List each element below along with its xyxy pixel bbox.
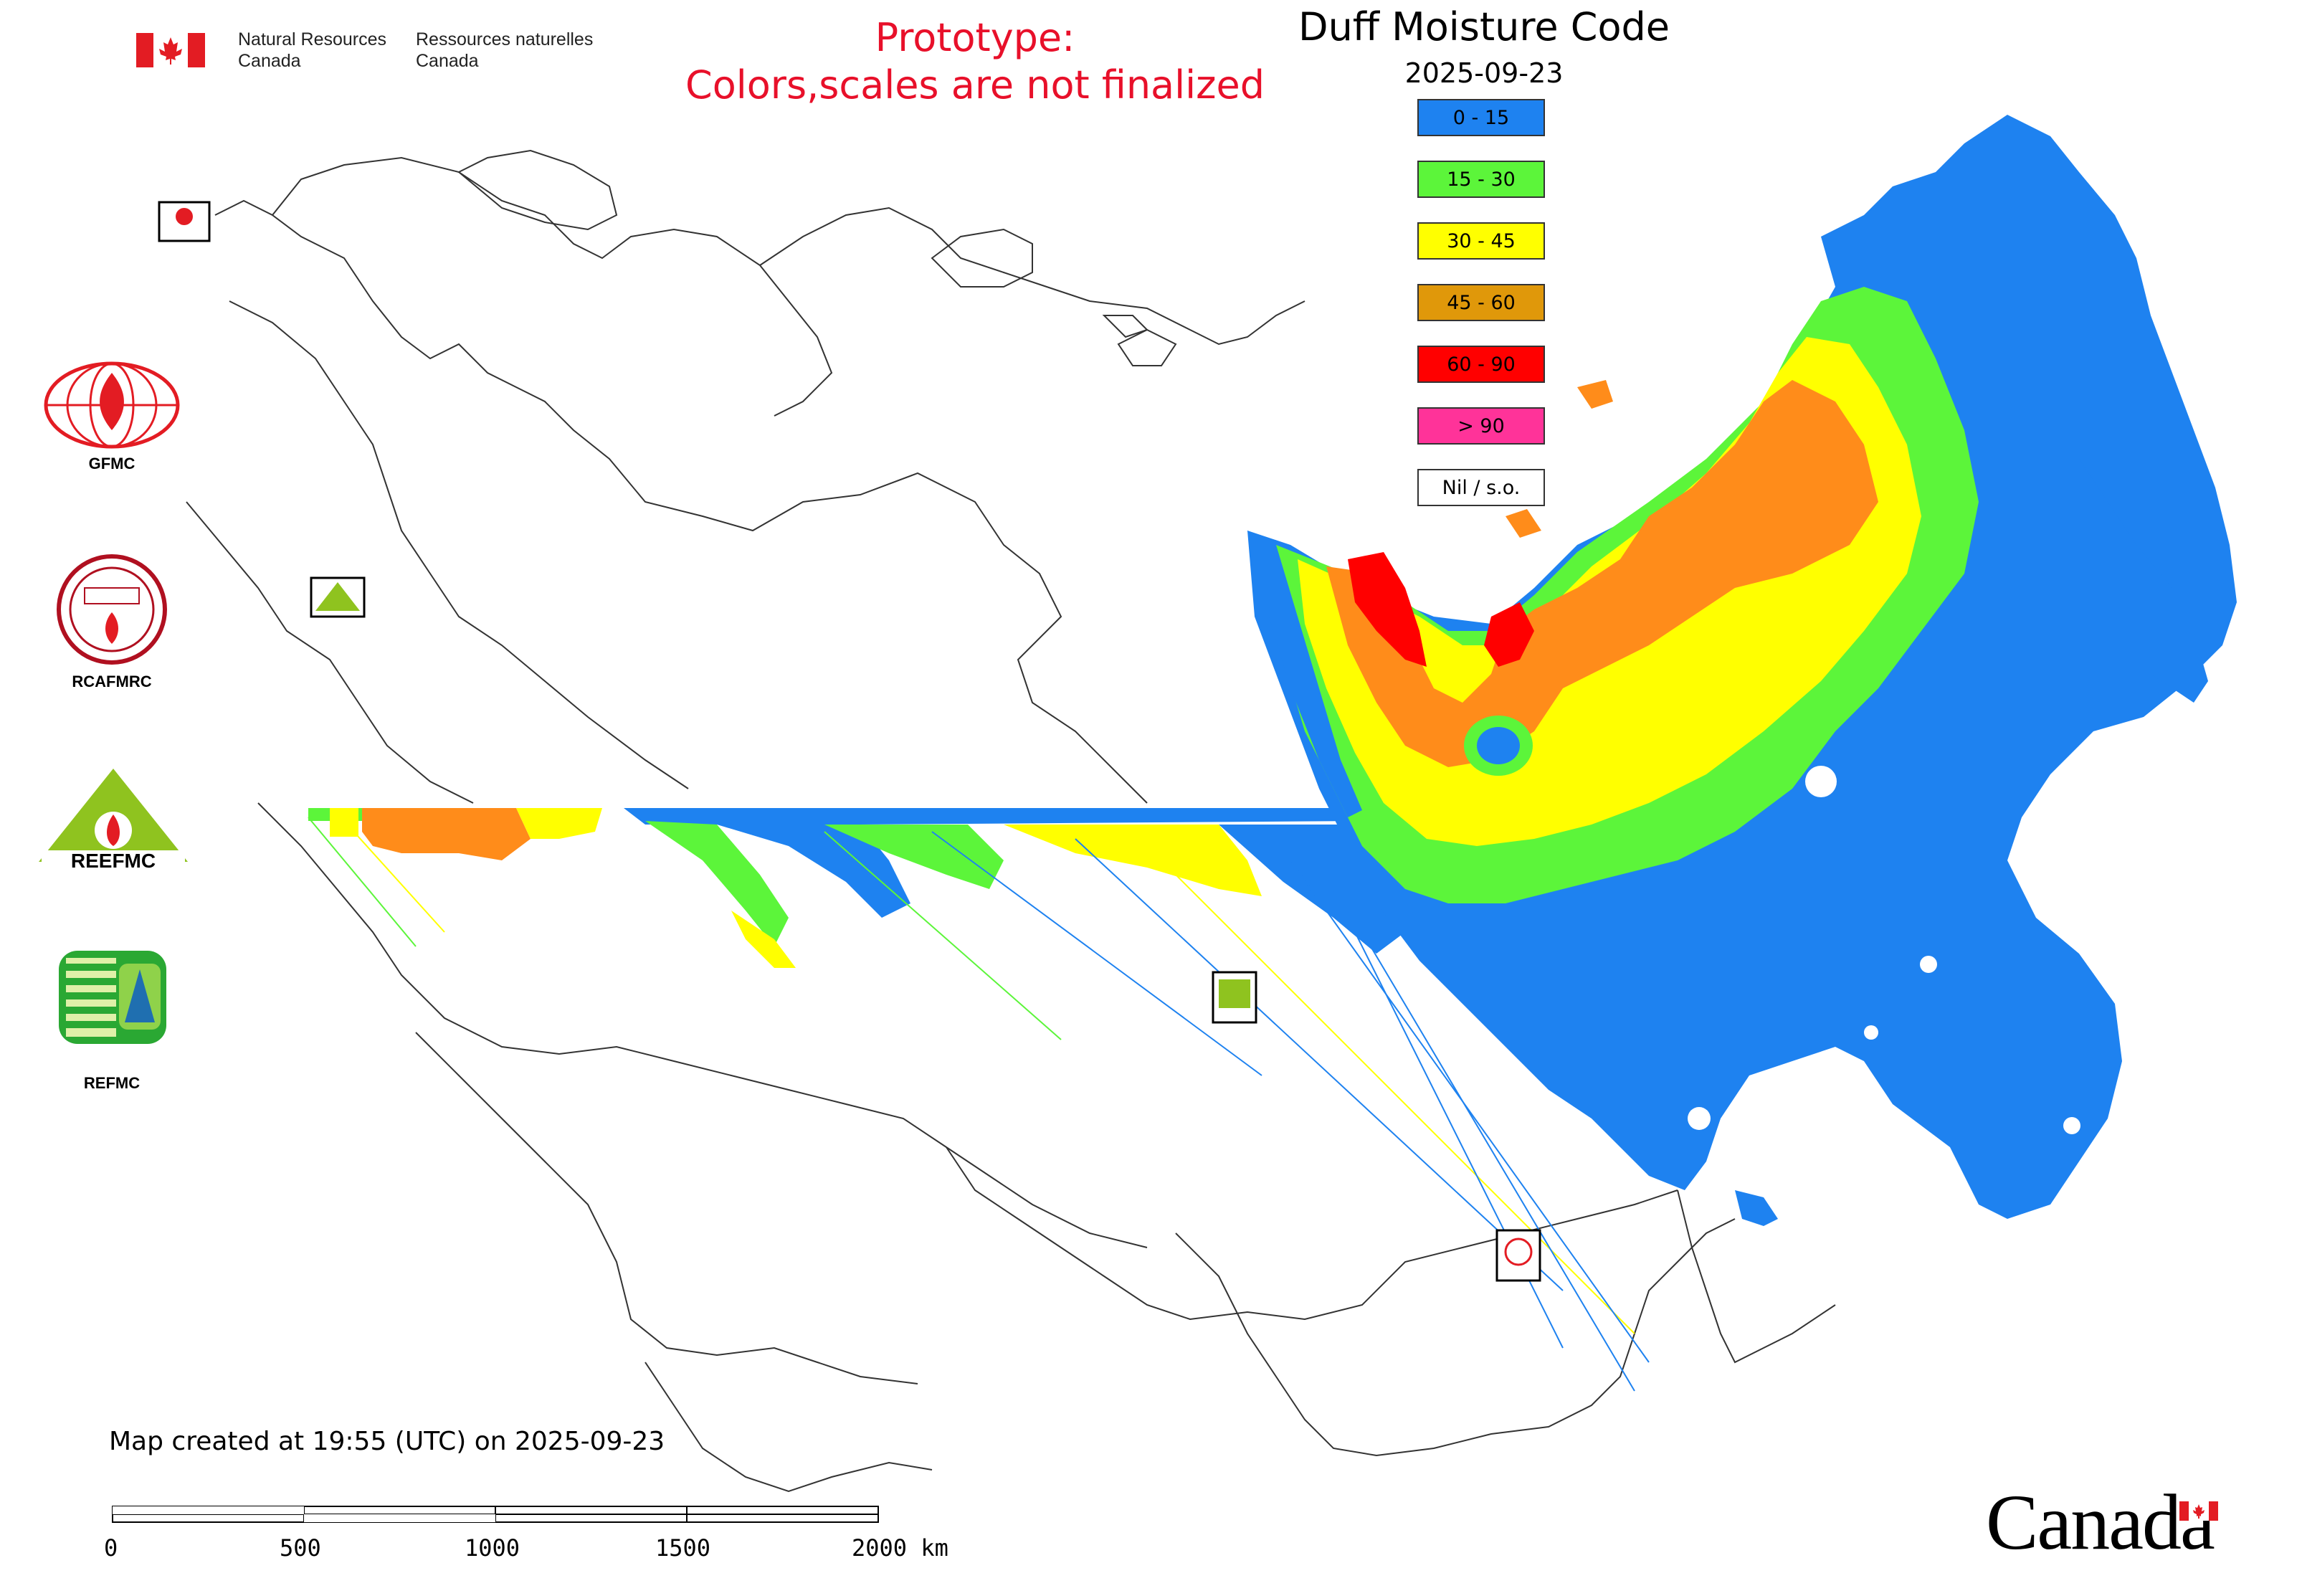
scale-bar <box>112 1506 880 1524</box>
boundary-inner-2 <box>186 501 474 804</box>
legend-item-nil: Nil / s.o. <box>1417 469 1545 506</box>
map-created-stamp: Map created at 19:55 (UTC) on 2025-09-23 <box>109 1427 665 1456</box>
scale-tick-500: 500 <box>280 1534 321 1562</box>
boundary-scandinavia <box>272 156 833 417</box>
scale-tick-0: 0 <box>104 1534 118 1562</box>
legend-label: Nil / s.o. <box>1442 476 1521 499</box>
boundary-east <box>1677 1189 1836 1364</box>
boundary-inner-1 <box>229 300 689 789</box>
canada-flag-icon <box>136 33 205 67</box>
legend-label: > 90 <box>1457 414 1505 437</box>
legend-item-30-45: 30 - 45 <box>1417 222 1545 260</box>
station-markers <box>158 201 1541 1282</box>
gfmc-label: GFMC <box>88 455 135 472</box>
legend-label: 45 - 60 <box>1447 291 1516 314</box>
coast-north <box>759 206 1305 346</box>
legend-item-15-30: 15 - 30 <box>1417 161 1545 198</box>
canada-wordmark-flag-icon <box>2179 1501 2218 1521</box>
reefmc-logo: REEFMC <box>34 766 192 873</box>
svg-text:REEFMC: REEFMC <box>71 850 156 872</box>
boundary-west <box>214 199 1148 804</box>
boundary-south-1 <box>257 802 1148 1248</box>
legend-item-45-60: 45 - 60 <box>1417 284 1545 321</box>
legend-item-0-15: 0 - 15 <box>1417 99 1545 136</box>
scale-tick-1000: 1000 <box>465 1534 520 1562</box>
legend-label: 0 - 15 <box>1452 106 1510 129</box>
rcafmrc-label: RCAFMRC <box>72 673 152 690</box>
legend-label: 60 - 90 <box>1447 353 1516 376</box>
agency-name-fr: Ressources naturelles Canada <box>416 29 594 71</box>
legend-item-over-90: > 90 <box>1417 407 1545 445</box>
boundary-mongolia <box>1175 1218 1736 1457</box>
boundary-far-south <box>645 1362 933 1493</box>
legend-item-60-90: 60 - 90 <box>1417 346 1545 383</box>
legend-label: 15 - 30 <box>1447 168 1516 191</box>
prototype-notice: Prototype: Colors,scales are not finaliz… <box>645 14 1305 109</box>
boundary-south-2 <box>415 1032 918 1384</box>
canada-wordmark: Canada <box>1986 1478 2215 1566</box>
prototype-line-2: Colors,scales are not finalized <box>685 62 1265 108</box>
refmc-logo: REFMC <box>40 944 184 1094</box>
rcafmrc-logo: RCAFMRC <box>40 552 184 695</box>
scale-tick-1500: 1500 <box>655 1534 711 1562</box>
prototype-line-1: Prototype: <box>875 15 1075 60</box>
country-boundaries <box>186 156 1836 1493</box>
dmc-east-region <box>1247 115 2237 1226</box>
scale-tick-2000: 2000 km <box>852 1534 948 1562</box>
agency-name-en: Natural Resources Canada <box>238 29 387 71</box>
boundary-south-3 <box>946 1146 1678 1321</box>
legend-label: 30 - 45 <box>1447 229 1516 252</box>
refmc-label: REFMC <box>83 1074 141 1092</box>
dmc-west-strip <box>308 808 1650 1392</box>
map-date: 2025-09-23 <box>1404 57 1564 89</box>
arctic-islands <box>457 149 1177 366</box>
gfmc-logo: GFMC <box>40 358 184 480</box>
map-title: Duff Moisture Code <box>1298 4 1670 49</box>
